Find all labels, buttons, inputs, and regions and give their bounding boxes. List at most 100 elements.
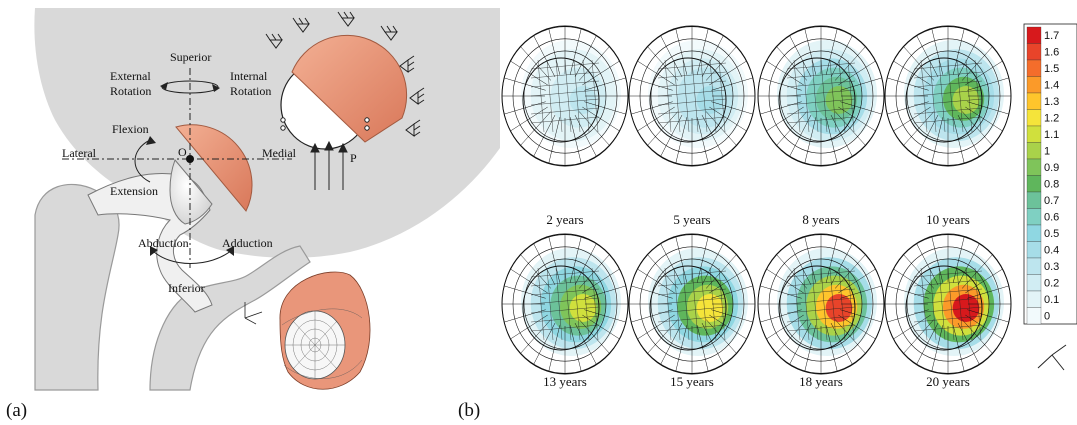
mesh-radial-line <box>893 106 931 132</box>
mesh-radial-line <box>961 319 993 354</box>
mesh-radial-line <box>520 46 552 81</box>
label-lateral: Lateral <box>62 146 97 160</box>
mesh-grid-line <box>786 270 856 278</box>
mesh-grid-line <box>657 89 727 97</box>
mesh-grid-line <box>929 267 937 341</box>
age-label: 13 years <box>543 374 587 389</box>
mesh-radial-line <box>834 111 866 146</box>
mesh-radial-line <box>967 309 1009 323</box>
colorbar-tick-label: 0.1 <box>1044 294 1059 306</box>
mesh-radial-line <box>631 309 673 323</box>
mesh-radial-line <box>533 114 556 157</box>
mesh-grid-line <box>530 107 600 115</box>
mesh-grid-line <box>530 306 600 314</box>
mesh-radial-line <box>584 285 626 299</box>
label-internal-rotation-1: Internal <box>230 69 268 83</box>
mesh-grid-line <box>913 306 983 314</box>
mesh-radial-line <box>952 325 965 372</box>
colorbar-swatch <box>1026 224 1042 242</box>
colorbar-tick-label: 0.4 <box>1044 245 1059 257</box>
colorbar-swatch <box>1026 208 1042 226</box>
mesh-grid-line <box>913 71 983 79</box>
mesh-radial-line <box>569 28 582 75</box>
mesh-grid-line <box>657 288 727 296</box>
mesh-radial-line <box>675 325 688 372</box>
inset-supports <box>265 11 425 137</box>
mesh-radial-line <box>548 236 561 283</box>
mesh-radial-line <box>957 322 980 365</box>
mesh-radial-line <box>766 268 804 294</box>
mesh-radial-line <box>675 28 688 75</box>
mesh-radial-line <box>840 285 882 299</box>
mesh-grid-line <box>530 80 600 88</box>
pressure-contour <box>952 294 980 322</box>
mesh-grid-line <box>657 297 727 305</box>
label-load: P <box>350 151 357 165</box>
mesh-radial-line <box>582 106 620 132</box>
mesh-grid-line <box>530 89 600 97</box>
mesh-radial-line <box>647 111 679 146</box>
colorbar-tick-label: 1.7 <box>1044 30 1059 42</box>
colorbar-tick-label: 1.4 <box>1044 80 1059 92</box>
mesh-grid-line <box>956 59 964 133</box>
mesh-grid-line <box>938 267 946 341</box>
mesh-radial-line <box>584 77 626 91</box>
mesh-radial-line <box>965 314 1003 340</box>
colorbar-swatch <box>1026 109 1042 127</box>
mesh-grid-line <box>537 267 545 341</box>
mesh-radial-line <box>957 114 980 157</box>
mesh-radial-line <box>660 322 683 365</box>
mesh-grid-line <box>829 267 837 341</box>
mesh-grid-line <box>657 270 727 278</box>
mesh-radial-line <box>574 322 597 365</box>
label-external-rotation-1: External <box>110 69 151 83</box>
mesh-radial-line <box>804 28 817 75</box>
panel-b-label: (b) <box>458 400 480 421</box>
mesh-grid-line <box>657 116 727 124</box>
mesh-grid-line <box>657 80 727 88</box>
mesh-radial-line <box>965 268 1003 294</box>
pressure-map <box>884 25 1012 167</box>
mesh-grid-line <box>657 71 727 79</box>
rotation-arrowhead-left <box>160 82 168 90</box>
mesh-radial-line <box>887 309 929 323</box>
pressure-contour <box>825 294 853 322</box>
colorbar-swatch <box>1026 175 1042 193</box>
pressure-map <box>501 25 629 167</box>
mesh-radial-line <box>504 285 546 299</box>
mesh-radial-line <box>675 117 688 164</box>
mesh-radial-line <box>967 285 1009 299</box>
mesh-grid-line <box>691 267 699 341</box>
mesh-grid-line <box>530 98 600 106</box>
mesh-cup-edge <box>778 57 856 143</box>
mesh-radial-line <box>776 319 808 354</box>
mesh-radial-line <box>647 319 679 354</box>
colorbar-swatch <box>1026 92 1042 110</box>
mesh-cup-edge <box>522 57 600 143</box>
mesh-grid-line <box>920 59 928 133</box>
mesh-grid-line <box>530 71 600 79</box>
mesh-grid-line <box>913 89 983 97</box>
mesh-radial-line <box>696 236 709 283</box>
mesh-radial-line <box>709 314 747 340</box>
mesh-grid-line <box>947 59 955 133</box>
mesh-radial-line <box>510 314 548 340</box>
colorbar-swatch <box>1026 43 1042 61</box>
mesh-radial-line <box>760 77 802 91</box>
mesh-radial-line <box>760 285 802 299</box>
mesh-radial-line <box>903 111 935 146</box>
axis-triad-icon <box>1037 344 1067 371</box>
flexion-arrow <box>134 139 151 183</box>
colorbar-swatch <box>1026 257 1042 275</box>
mesh-grid-line <box>582 267 590 341</box>
mesh-grid-line <box>965 267 973 341</box>
age-label: 20 years <box>926 374 970 389</box>
mesh-radial-line <box>830 35 853 78</box>
mesh-grid-line <box>938 59 946 133</box>
colorbar-tick-label: 1.1 <box>1044 129 1059 141</box>
mesh-radial-line <box>709 106 747 132</box>
mesh-radial-line <box>647 46 679 81</box>
mesh-radial-line <box>776 254 808 289</box>
mesh-grid-line <box>920 267 928 341</box>
mesh-grid-line <box>811 267 819 341</box>
